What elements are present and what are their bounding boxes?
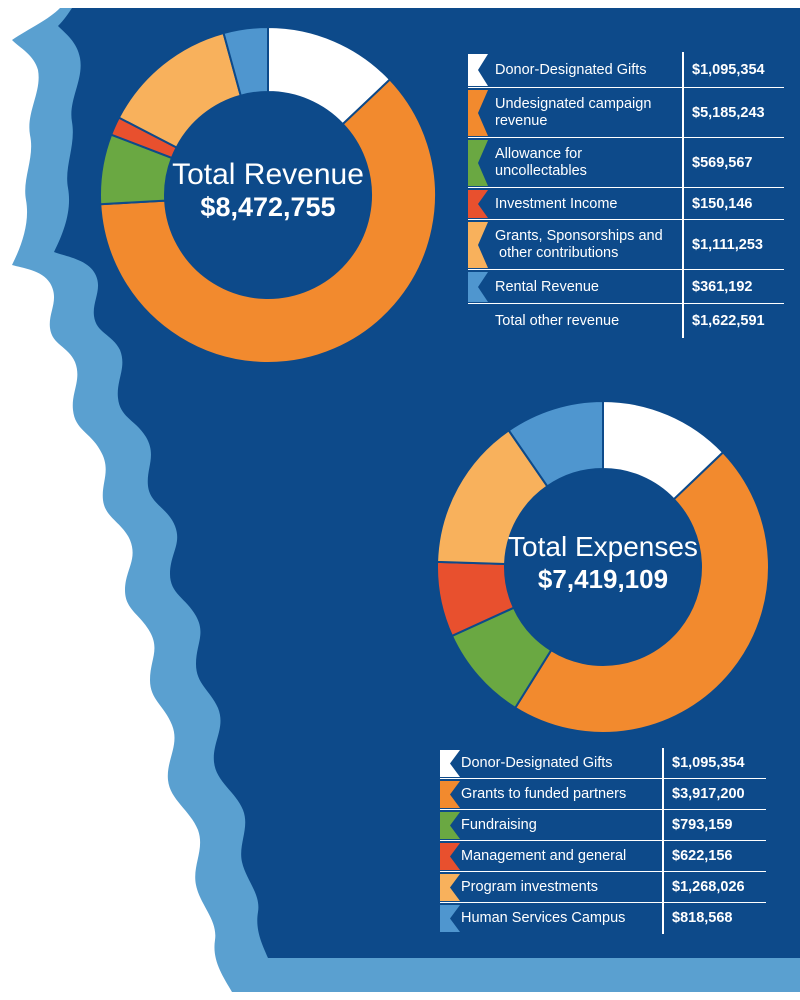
revenue-legend-swatch [468, 272, 488, 302]
revenue-row-label-line: revenue [495, 113, 548, 129]
expenses-legend-swatch [440, 781, 460, 808]
expenses-row-fundraising: Fundraising $793,159 [440, 810, 766, 841]
revenue-row-label-line: Undesignated campaign [495, 96, 652, 112]
revenue-row-value: $1,622,591 [692, 312, 765, 329]
revenue-row-label-line: Donor-Designated Gifts [495, 61, 647, 78]
expenses-legend-swatch [440, 750, 460, 777]
revenue-row-allowance-for-uncollectables: Allowance for uncollectables $569,567 [468, 138, 784, 188]
revenue-legend-swatch [468, 54, 488, 86]
revenue-row-label: Allowance for uncollectables [495, 146, 680, 180]
revenue-row-investment-income: Investment Income $150,146 [468, 188, 784, 220]
expenses-row-donor-designated-gifts: Donor-Designated Gifts $1,095,354 [440, 748, 766, 779]
expenses-donut-chart [436, 400, 770, 734]
expenses-row-label: Fundraising [461, 817, 661, 834]
expenses-row-value: $3,917,200 [672, 786, 745, 802]
expenses-row-value: $1,268,026 [672, 879, 745, 895]
revenue-chart-title: Total Revenue [172, 158, 364, 191]
expenses-row-label: Management and general [461, 848, 661, 865]
revenue-legend-swatch [468, 190, 488, 218]
expenses-column-divider [662, 748, 664, 934]
revenue-row-label-line: Investment Income [495, 195, 618, 212]
revenue-row-undesignated-campaign-revenue: Undesignated campaign revenue $5,185,243 [468, 88, 784, 138]
expenses-legend-table: Donor-Designated Gifts $1,095,354 Grants t… [440, 748, 766, 934]
expenses-row-label-line: Grants to funded partners [461, 786, 627, 802]
revenue-row-value: $1,111,253 [692, 236, 763, 253]
expenses-legend-swatch [440, 905, 460, 932]
revenue-row-donor-designated-gifts: Donor-Designated Gifts $1,095,354 [468, 52, 784, 88]
revenue-donut-chart [99, 25, 437, 364]
revenue-legend-swatch [468, 140, 488, 186]
expenses-row-value: $1,095,354 [672, 755, 745, 771]
revenue-slice-rental-revenue [222, 25, 269, 97]
revenue-row-value: $5,185,243 [692, 104, 765, 121]
expenses-slice-grants-to-funded-partners [513, 450, 770, 734]
revenue-legend-swatch [468, 90, 488, 136]
expenses-row-value: $622,156 [672, 848, 733, 864]
expenses-legend-swatch [440, 874, 460, 901]
expenses-row-label-line: Fundraising [461, 817, 537, 833]
expenses-chart-title: Total Expenses [508, 531, 698, 562]
revenue-row-label-line: Rental Revenue [495, 278, 599, 295]
expenses-row-label-line: Human Services Campus [461, 910, 626, 926]
revenue-row-label-line: Allowance for [495, 146, 583, 162]
expenses-row-value: $818,568 [672, 910, 733, 926]
expenses-row-label-line: Donor-Designated Gifts [461, 755, 613, 771]
revenue-row-label: Donor-Designated Gifts [495, 62, 680, 79]
expenses-row-grants-to-funded-partners: Grants to funded partners $3,917,200 [440, 779, 766, 810]
revenue-row-label-line: other contributions [495, 245, 619, 261]
expenses-row-label-line: Management and general [461, 848, 627, 864]
revenue-slice-undesignated-campaign-revenue [99, 78, 437, 364]
revenue-row-label: Undesignated campaign revenue [495, 96, 680, 130]
expenses-legend-swatch [440, 812, 460, 839]
expenses-total-value: $7,419,109 [537, 564, 669, 594]
revenue-row-total-other-revenue: Total other revenue $1,622,591 [468, 304, 784, 338]
expenses-row-management-and-general: Management and general $622,156 [440, 841, 766, 872]
expenses-row-label: Human Services Campus [461, 910, 661, 927]
expenses-row-program-investments: Program investments $1,268,026 [440, 872, 766, 903]
expenses-row-value: $793,159 [672, 817, 733, 833]
revenue-row-rental-revenue: Rental Revenue $361,192 [468, 270, 784, 304]
revenue-row-label-line: Grants, Sponsorships and [495, 228, 663, 244]
expenses-row-label: Grants to funded partners [461, 786, 661, 803]
revenue-row-label-line: uncollectables [495, 163, 587, 179]
revenue-column-divider [682, 52, 684, 338]
revenue-row-grants-sponsorships-and-other-contributions: Grants, Sponsorships and other contribut… [468, 220, 784, 270]
revenue-total-value: $8,472,755 [200, 192, 336, 222]
revenue-row-label: Investment Income [495, 196, 680, 213]
expenses-row-label: Program investments [461, 879, 661, 896]
revenue-row-value: $361,192 [692, 278, 753, 295]
revenue-legend-table: Donor-Designated Gifts $1,095,354 Undesign… [468, 52, 784, 338]
expenses-row-human-services-campus: Human Services Campus $818,568 [440, 903, 766, 934]
revenue-row-label-line: Total other revenue [495, 312, 620, 329]
revenue-row-label: Rental Revenue [495, 279, 680, 296]
revenue-row-label: Grants, Sponsorships and other contribut… [495, 228, 680, 262]
expenses-row-label: Donor-Designated Gifts [461, 755, 661, 772]
expenses-legend-swatch [440, 843, 460, 870]
revenue-row-value: $1,095,354 [692, 61, 765, 78]
revenue-legend-swatch [468, 222, 488, 268]
revenue-row-label: Total other revenue [495, 313, 680, 330]
revenue-row-value: $150,146 [692, 195, 753, 212]
expenses-slice-human-services-campus [507, 400, 604, 488]
revenue-row-value: $569,567 [692, 154, 753, 171]
expenses-row-label-line: Program investments [461, 879, 598, 895]
